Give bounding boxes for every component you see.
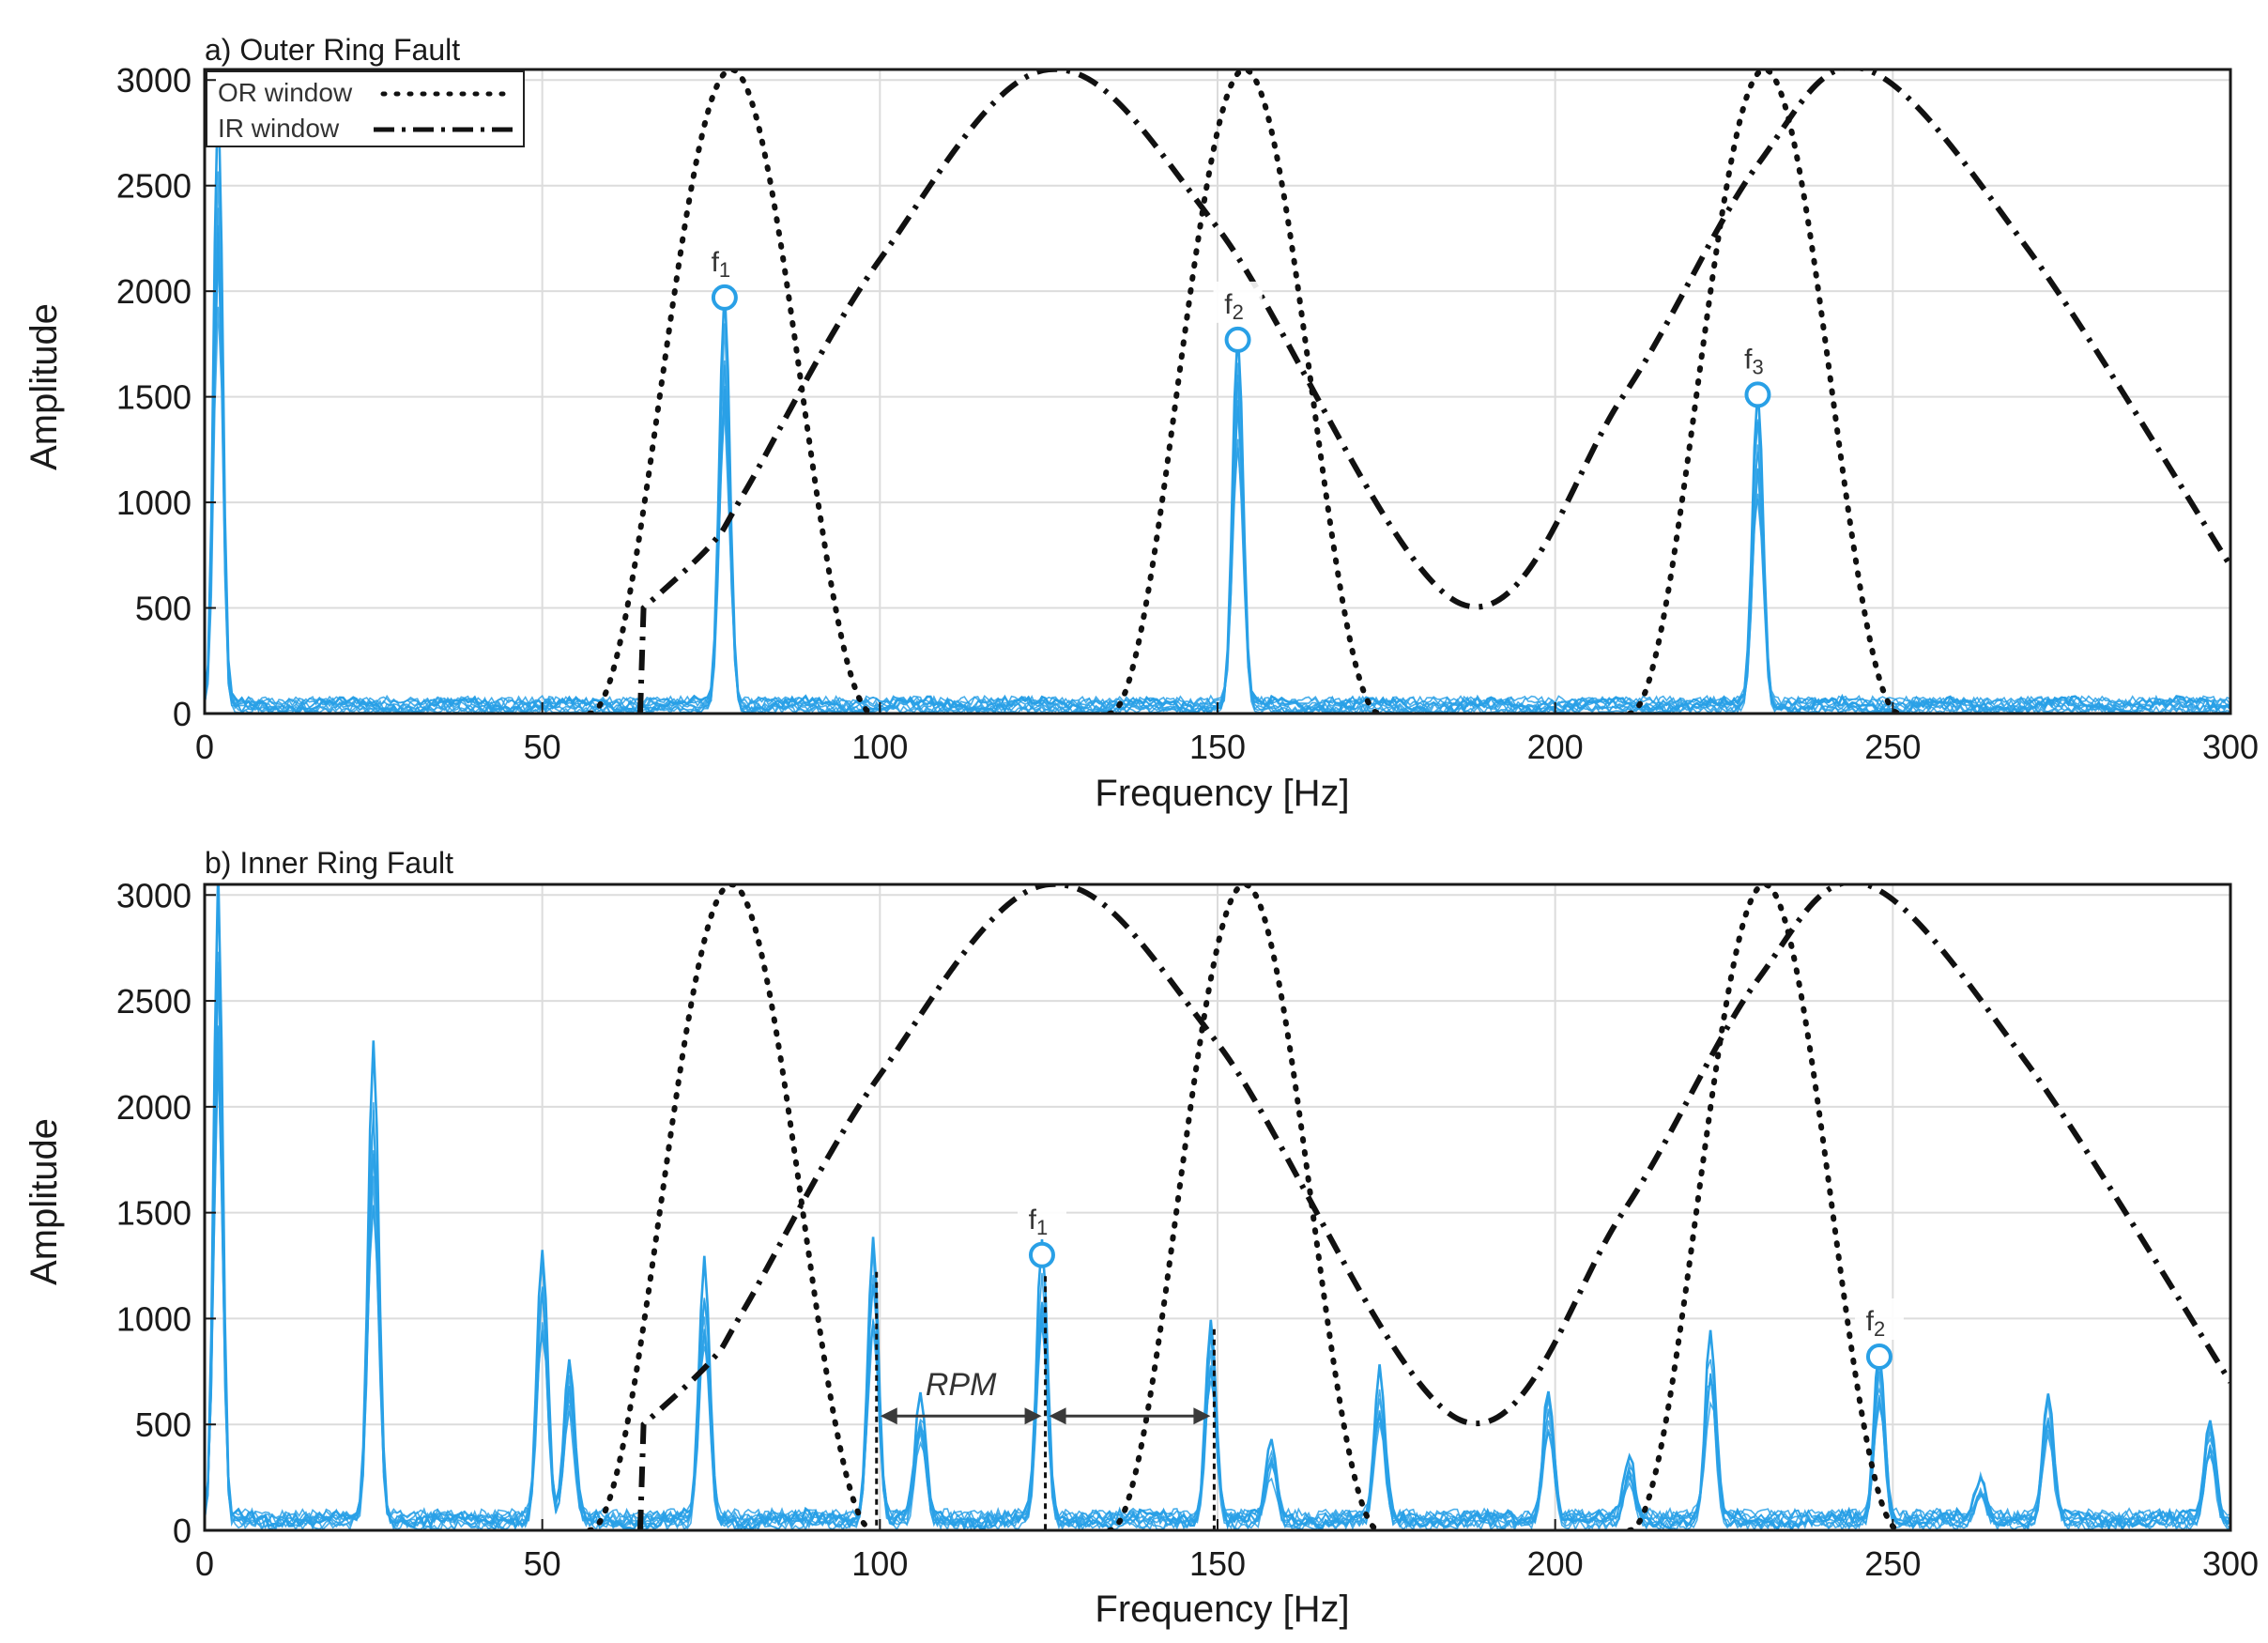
x-tick-label: 250 xyxy=(1864,1544,1921,1583)
y-tick-label: 2000 xyxy=(116,272,192,311)
marker-label-bg xyxy=(699,238,749,281)
or-window-line xyxy=(1626,884,1903,1530)
x-tick-label: 150 xyxy=(1189,728,1246,766)
rpm-arrowhead-right xyxy=(1193,1407,1211,1425)
x-tick-label: 0 xyxy=(195,728,214,766)
peak-marker-group: f3 xyxy=(1733,336,1783,408)
x-tick-label: 300 xyxy=(2202,1544,2259,1583)
x-tick-label: 300 xyxy=(2202,728,2259,766)
legend: OR window IR window xyxy=(206,70,525,147)
y-axis-label: Amplitude xyxy=(23,1118,65,1285)
panel-title: b) Inner Ring Fault xyxy=(205,846,453,880)
y-axis-label: Amplitude xyxy=(23,303,65,470)
y-tick-label: 0 xyxy=(173,1512,192,1550)
marker-label-bg xyxy=(1213,281,1263,323)
ir-window-line xyxy=(636,884,2230,1530)
y-tick-label: 3000 xyxy=(116,61,192,100)
y-tick-label: 0 xyxy=(173,695,192,733)
panel-outer-ring-fault: a) Outer Ring Fault Amplitude Frequency … xyxy=(23,33,2259,814)
or-window-line xyxy=(587,884,877,1530)
or-window-line xyxy=(1106,69,1383,714)
y-tick-label: 1500 xyxy=(116,1194,192,1233)
marker-label-bg xyxy=(1854,1298,1904,1341)
y-tick-label: 2500 xyxy=(116,982,192,1021)
panel-title: a) Outer Ring Fault xyxy=(205,33,460,67)
legend-entry-or: OR window xyxy=(218,78,353,107)
y-tick-label: 1500 xyxy=(116,378,192,417)
y-tick-label: 500 xyxy=(135,590,192,628)
x-tick-label: 150 xyxy=(1189,1544,1246,1583)
x-tick-label: 100 xyxy=(851,728,908,766)
rpm-arrowhead-left xyxy=(880,1407,897,1425)
peak-marker-group: f1 xyxy=(1017,1196,1066,1268)
peak-marker xyxy=(711,284,738,311)
rpm-annotation: RPM xyxy=(875,1271,1216,1530)
panel-inner-ring-fault: b) Inner Ring Fault Amplitude Frequency … xyxy=(23,846,2259,1630)
or-window-line xyxy=(587,69,877,714)
legend-box xyxy=(206,70,525,147)
rpm-arrowhead-left xyxy=(1049,1407,1066,1425)
y-tick-label: 1000 xyxy=(116,1299,192,1338)
peak-marker xyxy=(1224,326,1251,353)
x-tick-label: 100 xyxy=(851,1544,908,1583)
peak-marker-group: f2 xyxy=(1854,1298,1904,1371)
rpm-label: RPM xyxy=(926,1367,997,1403)
legend-entry-ir: IR window xyxy=(218,114,340,143)
marker-label-bg xyxy=(1733,336,1783,378)
x-tick-label: 50 xyxy=(524,728,561,766)
x-tick-label: 0 xyxy=(195,1544,214,1583)
x-axis-label: Frequency [Hz] xyxy=(1095,1589,1349,1630)
peak-marker xyxy=(1744,381,1771,408)
x-tick-label: 250 xyxy=(1864,728,1921,766)
y-tick-label: 3000 xyxy=(116,876,192,914)
x-tick-label: 200 xyxy=(1527,1544,1584,1583)
ir-window-line xyxy=(636,69,2230,714)
peak-marker xyxy=(1865,1344,1893,1371)
y-tick-label: 500 xyxy=(135,1405,192,1444)
or-window-line xyxy=(1106,884,1383,1530)
x-tick-label: 50 xyxy=(524,1544,561,1583)
x-tick-label: 200 xyxy=(1527,728,1584,766)
marker-label-bg xyxy=(1017,1196,1066,1238)
y-tick-label: 2500 xyxy=(116,167,192,206)
spectrum-trace xyxy=(205,951,2230,1530)
grid xyxy=(205,69,2230,714)
peak-marker-group: f2 xyxy=(1213,281,1263,353)
x-axis-label: Frequency [Hz] xyxy=(1095,773,1349,814)
y-tick-label: 2000 xyxy=(116,1088,192,1127)
peak-marker xyxy=(1028,1241,1055,1268)
or-window-line xyxy=(1626,69,1903,714)
y-tick-label: 1000 xyxy=(116,484,192,522)
rpm-arrowhead-right xyxy=(1024,1407,1042,1425)
peak-marker-group: f1 xyxy=(699,238,749,311)
peak-label: f2 xyxy=(1866,1306,1886,1341)
